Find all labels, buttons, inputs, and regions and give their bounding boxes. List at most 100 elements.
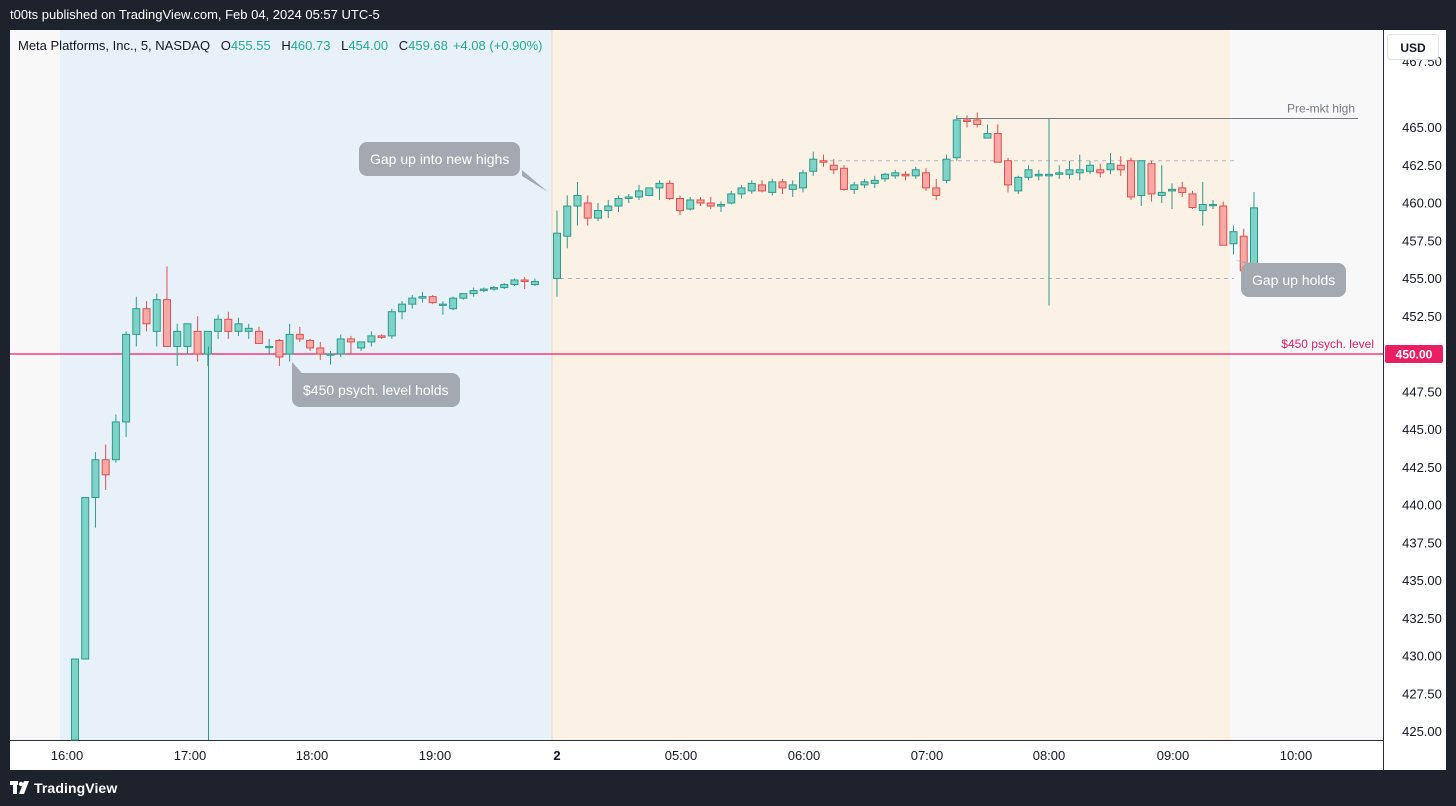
tradingview-brand[interactable]: TradingView [34, 780, 118, 796]
candle-up [459, 293, 468, 299]
candle-up [203, 330, 212, 355]
candle-down [162, 299, 171, 347]
x-tick-label: 17:00 [174, 748, 207, 763]
candlestick-chart[interactable]: 425.00 427.50 430.00 432.50 435.00 437.50 440.… [10, 30, 1446, 770]
premarket-high-label: Pre-mkt high [1287, 101, 1355, 115]
candle-up [408, 297, 417, 305]
candle-up [747, 182, 756, 192]
candle-up [727, 193, 736, 204]
candle-up [594, 210, 602, 219]
candle-down [840, 167, 848, 190]
y-tick-label: 452.50 [1402, 309, 1442, 324]
candle-up [1075, 169, 1084, 174]
candle-up [152, 299, 161, 332]
bottom-bar: TradingView [0, 770, 1456, 806]
candle-down [706, 202, 715, 207]
candle-down [901, 173, 910, 177]
currency-button[interactable]: USD [1387, 34, 1439, 60]
candle-up [1198, 204, 1207, 212]
candle-up [1229, 231, 1238, 245]
candle-down [973, 119, 982, 125]
candle-down [316, 347, 325, 355]
candle-down [1004, 160, 1012, 186]
candle-down [377, 335, 386, 338]
candle-down [583, 202, 592, 219]
candle-up [173, 330, 182, 347]
y-tick-label: 460.00 [1402, 196, 1442, 211]
published-info: t00ts published on TradingView.com, Feb … [10, 7, 380, 22]
psych-level-price-label: 450.00 [1396, 348, 1433, 362]
x-tick-label: 16:00 [51, 748, 84, 763]
candle-up [387, 311, 396, 337]
y-tick-label: 440.00 [1402, 498, 1442, 513]
candle-down [665, 182, 674, 199]
low-value: 454.00 [348, 38, 389, 53]
y-tick-label: 437.50 [1402, 535, 1442, 550]
candle-up [214, 318, 223, 332]
candle-up [737, 187, 746, 195]
x-tick-label: 18:00 [296, 748, 329, 763]
x-tick-label: 19:00 [419, 748, 452, 763]
high-value: 460.73 [290, 38, 331, 53]
candle-up [265, 345, 274, 349]
candle-up [655, 182, 664, 189]
candle-up [1014, 176, 1023, 192]
y-tick-label: 447.50 [1402, 384, 1442, 399]
candle-up [530, 281, 539, 286]
time-axis-panel [10, 740, 1383, 770]
y-tick-label: 455.00 [1402, 271, 1442, 286]
tradingview-logo-icon [10, 781, 29, 794]
y-tick-label: 462.50 [1402, 158, 1442, 173]
candle-up [398, 303, 407, 313]
candle-up [418, 296, 427, 299]
candle-up [952, 119, 961, 159]
candle-up [1137, 160, 1146, 196]
candle-down [520, 279, 529, 283]
y-tick-label: 442.50 [1402, 460, 1442, 475]
candle-up [438, 303, 447, 306]
candle-up [1045, 173, 1053, 177]
price-axis-panel [1383, 30, 1446, 770]
candle-up [870, 179, 879, 184]
candle-up [799, 172, 807, 189]
candle-up [367, 335, 376, 343]
candle-down [295, 333, 304, 340]
candle-up [768, 181, 777, 193]
session-shade-2 [552, 30, 1230, 740]
x-tick-label: 10:00 [1280, 748, 1313, 763]
y-tick-label: 457.50 [1402, 233, 1442, 248]
candle-up [635, 190, 643, 198]
candle-down [142, 308, 151, 325]
symbol-name: Meta Platforms, Inc., 5, NASDAQ [18, 38, 211, 53]
candle-down [963, 119, 971, 122]
candle-up [234, 323, 243, 332]
candle-down [346, 338, 355, 343]
candle-up [850, 184, 859, 190]
y-tick-label: 445.00 [1402, 422, 1442, 437]
candle-up [81, 496, 90, 660]
candle-up [244, 327, 253, 332]
open-value: 455.55 [230, 38, 271, 53]
candle-up [881, 173, 889, 180]
candle-up [942, 158, 951, 181]
candle-down [922, 172, 930, 189]
candle-up [686, 199, 695, 210]
chart-frame: 425.00 427.50 430.00 432.50 435.00 437.50 440.… [10, 30, 1446, 770]
candle-up [1065, 169, 1074, 175]
candle-up [285, 333, 294, 355]
candle-up [111, 421, 120, 461]
annotation-gap-up-new-highs[interactable]: Gap up into new highs [359, 142, 521, 176]
candle-up [645, 187, 654, 196]
annotation-psych-level-holds[interactable]: $450 psych. level holds [292, 373, 460, 407]
annotation-gap-up-holds[interactable]: Gap up holds [1241, 263, 1347, 297]
close-value: 459.68 [408, 38, 448, 53]
candle-down [1219, 205, 1228, 246]
candle-down [1188, 193, 1197, 209]
candle-up [122, 333, 131, 423]
candle-down [275, 339, 284, 358]
candle-up [983, 133, 992, 139]
candle-up [336, 338, 345, 355]
candle-up [479, 288, 488, 292]
candle-up [1106, 163, 1115, 171]
x-tick-label: 07:00 [911, 748, 944, 763]
